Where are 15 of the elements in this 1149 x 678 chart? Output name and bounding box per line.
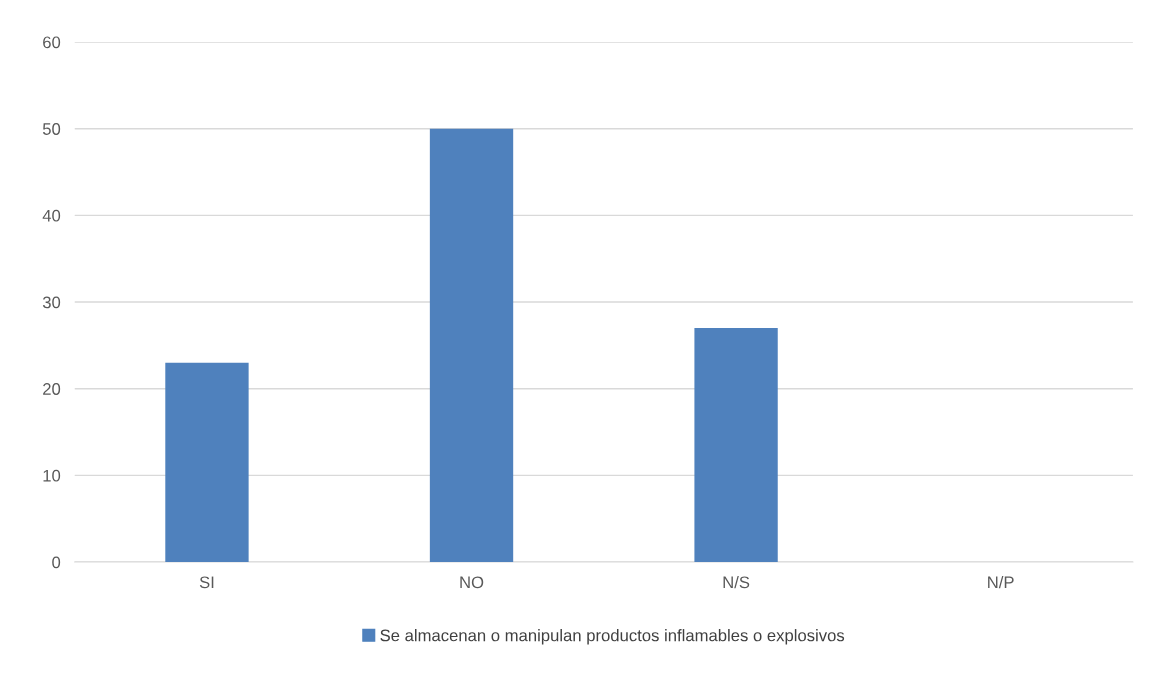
bar <box>429 128 514 563</box>
y-tick-label: 40 <box>42 209 61 222</box>
x-tick-label: SI <box>199 576 214 589</box>
y-tick-label: 10 <box>43 469 61 482</box>
x-tick-label: N/S <box>723 575 750 589</box>
y-tick-label: 30 <box>42 296 61 309</box>
y-tick-label: 50 <box>42 123 61 135</box>
y-tick-label: 20 <box>43 383 61 395</box>
bar <box>694 328 778 563</box>
y-tick-label: 0 <box>52 556 61 569</box>
x-tick-label: N/P <box>988 575 1014 589</box>
bar <box>165 362 249 563</box>
y-tick-label: 60 <box>43 36 61 49</box>
legend-label: Se almacenan o manipulan productos inflamables o explosivos <box>380 629 845 645</box>
x-tick-label: NO <box>460 576 484 589</box>
